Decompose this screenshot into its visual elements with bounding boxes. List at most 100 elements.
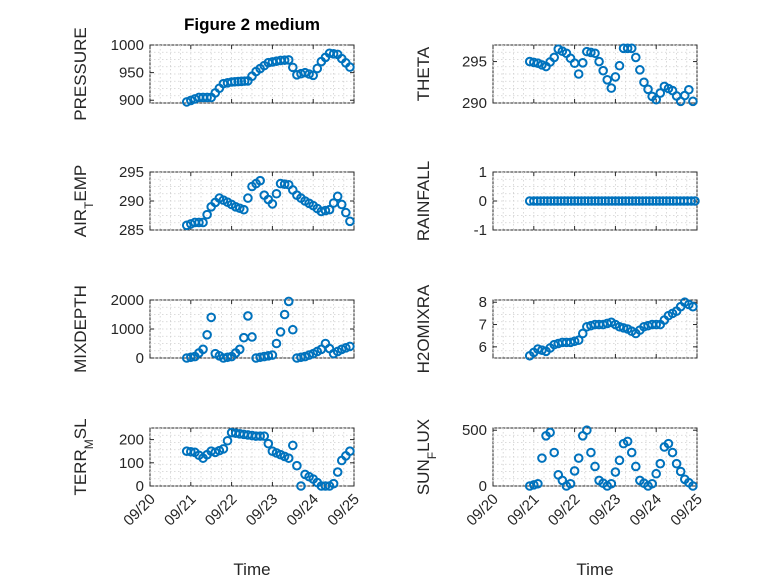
data-point (614, 455, 625, 466)
y-tick-label: 100 (119, 455, 144, 472)
x-axis-label: Time (233, 560, 270, 579)
y-tick-label: 0 (136, 478, 144, 495)
data-point (686, 196, 697, 206)
series-markers (181, 48, 355, 107)
y-axis-label: RAINFALL (414, 161, 433, 241)
x-tick-label: 09/20 (463, 491, 502, 530)
data-point (345, 341, 355, 352)
x-tick-label: 09/21 (161, 491, 200, 530)
data-point (328, 49, 339, 59)
data-point (643, 84, 653, 95)
data-point (288, 440, 298, 451)
data-point (288, 62, 298, 73)
data-point (283, 453, 294, 463)
x-tick-label: 09/23 (243, 491, 282, 530)
y-tick-label: 8 (479, 294, 487, 311)
data-point (667, 447, 678, 458)
subplot-mixdepth: 0 1000 2000 MIXDEPTH (71, 285, 355, 373)
data-point (239, 204, 249, 215)
data-point (533, 344, 543, 354)
y-tick-label: 295 (462, 54, 487, 71)
y-tick-label: 500 (462, 422, 487, 439)
data-point (586, 447, 596, 458)
data-point (626, 43, 637, 54)
data-point (590, 48, 600, 59)
subplot-terr_msl: 0 100 200 09/20 09/21 09/22 09/23 09/24 09/25 Tim… (71, 418, 363, 579)
data-point (622, 43, 633, 54)
data-point (684, 84, 694, 95)
x-tick-label: 09/25 (324, 491, 363, 530)
data-point (234, 344, 245, 355)
data-point (243, 311, 253, 321)
x-tick-label: 09/21 (504, 491, 543, 530)
data-point (222, 435, 233, 446)
data-point (622, 436, 633, 447)
data-point (577, 58, 588, 68)
data-point (296, 481, 306, 491)
data-point (247, 332, 257, 342)
data-point (549, 52, 560, 63)
x-tick-label: 09/23 (586, 491, 625, 530)
data-point (292, 460, 302, 471)
subplot-theta: 290 295 THETA (414, 43, 698, 112)
data-point (206, 312, 216, 323)
data-point (275, 327, 286, 337)
data-point (565, 478, 576, 489)
data-point (255, 431, 265, 441)
data-point (639, 77, 649, 88)
data-point (569, 336, 580, 347)
y-tick-label: -1 (474, 222, 487, 239)
data-point (537, 345, 547, 355)
y-tick-label: 290 (119, 193, 144, 210)
data-point (626, 447, 637, 458)
series-markers (524, 196, 700, 206)
data-point (582, 321, 592, 332)
x-tick-label: 09/20 (120, 491, 159, 530)
data-point (618, 323, 629, 333)
y-tick-label: 900 (119, 92, 144, 109)
y-tick-label: 950 (119, 65, 144, 82)
data-point (651, 468, 662, 479)
data-point (639, 321, 649, 332)
data-point (222, 352, 233, 363)
figure-title: Figure 2 medium (184, 15, 320, 34)
data-point (336, 199, 347, 210)
series-markers (524, 43, 698, 107)
data-point (267, 199, 278, 209)
subplot-sun_flux: 0 500 09/20 09/21 09/22 09/23 09/24 09/25 Time SU… (414, 419, 706, 579)
data-point (533, 478, 543, 489)
data-point (198, 344, 208, 355)
grid (492, 44, 698, 104)
data-point (267, 350, 278, 360)
data-point (549, 339, 560, 350)
data-point (606, 83, 617, 93)
y-tick-label: 295 (119, 164, 144, 181)
subplot-rainfall: -1 0 1 RAINFALL (414, 161, 700, 241)
data-point (549, 447, 560, 458)
y-axis-label: THETA (414, 46, 433, 101)
y-tick-label: 290 (462, 95, 487, 112)
data-point (233, 76, 243, 87)
data-point (186, 446, 196, 457)
data-point (202, 330, 212, 340)
data-point (202, 92, 212, 103)
data-point (598, 65, 608, 76)
data-point (279, 309, 290, 320)
data-point (328, 478, 339, 489)
data-point (577, 328, 588, 339)
data-point (631, 52, 641, 63)
data-point (279, 55, 290, 65)
data-point (655, 458, 666, 469)
data-point (688, 481, 698, 491)
y-axis-label: PRESSURE (71, 27, 90, 121)
data-point (602, 75, 613, 85)
y-tick-label: 0 (479, 193, 487, 210)
data-point (230, 76, 240, 87)
data-point (675, 466, 686, 477)
data-point (324, 204, 335, 215)
data-point (263, 351, 274, 361)
series-markers (524, 297, 698, 361)
grid (492, 427, 698, 487)
data-point (573, 453, 584, 463)
